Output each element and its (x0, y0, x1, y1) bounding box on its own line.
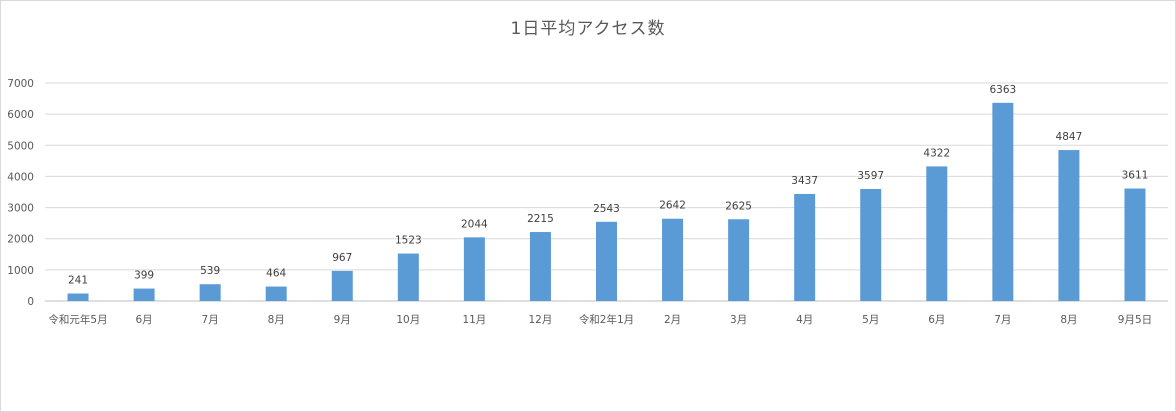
bar (67, 293, 89, 301)
bar (265, 286, 287, 301)
data-label: 2642 (659, 200, 686, 212)
data-label: 399 (134, 270, 154, 282)
y-tick-label: 1000 (7, 265, 34, 277)
bar (133, 288, 155, 301)
bar (728, 219, 750, 301)
x-tick-label: 6月 (135, 314, 152, 326)
x-tick-label: 7月 (994, 314, 1011, 326)
data-label: 2215 (527, 213, 554, 225)
x-tick-label: 7月 (202, 314, 219, 326)
y-axis-ticks: 0 1000 2000 3000 4000 5000 6000 7000 (7, 78, 34, 308)
x-tick-label: 8月 (268, 314, 285, 326)
x-tick-label: 8月 (1060, 314, 1077, 326)
chart-title: 1日平均アクセス数 (510, 19, 666, 39)
data-label: 3437 (791, 175, 818, 187)
data-label: 2044 (461, 218, 488, 230)
y-tick-label: 5000 (7, 140, 34, 152)
data-label: 6363 (989, 84, 1016, 96)
bar (860, 188, 882, 301)
bar (1124, 188, 1146, 301)
bar (1058, 150, 1080, 301)
bars (67, 102, 1146, 301)
bar (926, 166, 948, 301)
x-tick-label: 令和元年5月 (48, 313, 107, 326)
bar (992, 102, 1014, 301)
x-tick-label: 4月 (796, 314, 813, 326)
data-label: 967 (332, 252, 352, 264)
bar (596, 221, 617, 301)
data-label: 241 (68, 274, 88, 286)
bar (331, 270, 353, 301)
data-label: 539 (200, 265, 220, 277)
bar (662, 218, 684, 301)
bar (529, 232, 551, 301)
y-tick-label: 6000 (7, 109, 34, 121)
y-tick-label: 3000 (7, 203, 34, 215)
data-label: 1523 (395, 235, 422, 247)
y-tick-label: 7000 (7, 78, 34, 90)
bar (463, 237, 485, 301)
data-label: 2625 (725, 200, 752, 212)
bar (794, 193, 816, 301)
x-tick-label: 令和2年1月 (579, 313, 634, 326)
x-tick-label: 12月 (529, 314, 553, 326)
data-label: 464 (266, 268, 286, 280)
x-axis-ticks: 令和元年5月 6月 7月 8月 9月 10月 11月 12月 令和2年1月 2月 3月 4月 5月 6月 7… (48, 313, 1152, 326)
data-labels: 241 399 539 464 967 1523 2044 2215 2543 2642 2625 3… (68, 84, 1148, 287)
x-tick-label: 11月 (462, 314, 486, 326)
x-tick-label: 9月 (334, 314, 351, 326)
bar (199, 284, 221, 301)
data-label: 3611 (1122, 170, 1149, 182)
x-tick-label: 2月 (664, 314, 681, 326)
data-label: 2543 (593, 203, 620, 215)
y-tick-label: 2000 (7, 234, 34, 246)
data-label: 4322 (923, 147, 950, 159)
x-tick-label: 9月5日 (1118, 314, 1152, 326)
bar (397, 253, 419, 301)
y-tick-label: 4000 (7, 171, 34, 183)
x-tick-label: 5月 (862, 314, 879, 326)
x-tick-label: 3月 (730, 314, 747, 326)
y-tick-label: 0 (27, 296, 34, 308)
data-label: 3597 (857, 170, 884, 182)
x-tick-label: 6月 (928, 314, 945, 326)
x-tick-label: 10月 (396, 314, 420, 326)
data-label: 4847 (1056, 131, 1083, 143)
